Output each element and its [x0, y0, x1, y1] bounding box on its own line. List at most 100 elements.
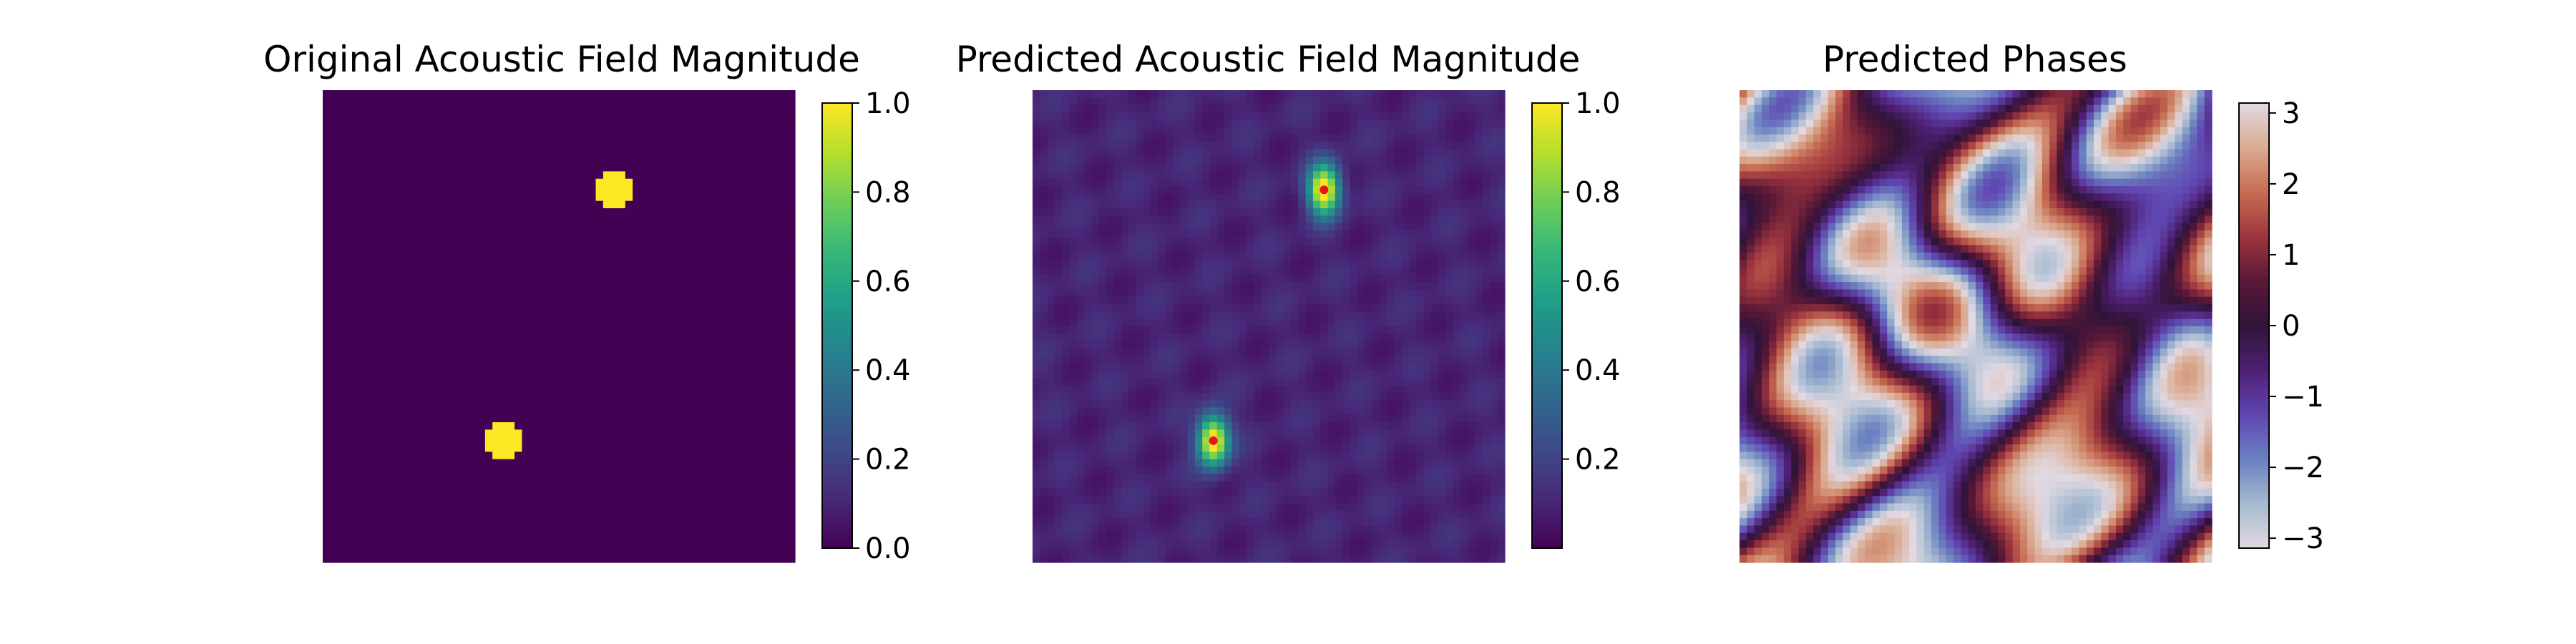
- heatmap-cell: [499, 193, 508, 202]
- heatmap-cell: [618, 525, 626, 534]
- heatmap-cell: [551, 90, 560, 98]
- heatmap-cell: [411, 104, 419, 113]
- heatmap-cell: [419, 436, 426, 445]
- heatmap-cell: [492, 370, 501, 379]
- heatmap-cell: [522, 488, 530, 497]
- heatmap-cell: [344, 127, 353, 135]
- heatmap-cell: [455, 341, 464, 349]
- heatmap-cell: [492, 274, 501, 283]
- heatmap-cell: [492, 223, 501, 231]
- heatmap-cell: [366, 436, 375, 445]
- heatmap-cell: [684, 223, 693, 231]
- heatmap-cell: [602, 97, 611, 106]
- heatmap-cell: [602, 422, 611, 430]
- heatmap-cell: [1490, 127, 1498, 135]
- heatmap-cell: [573, 488, 582, 497]
- heatmap-cell: [633, 127, 641, 135]
- heatmap-cell: [1216, 149, 1225, 157]
- heatmap-cell: [751, 260, 759, 268]
- heatmap-cell: [751, 333, 759, 342]
- heatmap-cell: [618, 104, 626, 113]
- heatmap-cell: [1136, 171, 1144, 180]
- colorbar-gradient-step: [822, 136, 852, 141]
- heatmap-cell: [441, 215, 449, 224]
- heatmap-cell: [640, 407, 648, 416]
- heatmap-cell: [426, 97, 434, 106]
- heatmap-cell: [588, 525, 597, 534]
- heatmap-cell: [389, 260, 397, 268]
- heatmap-cell: [559, 119, 567, 128]
- heatmap-cell: [1113, 164, 1122, 172]
- heatmap-cell: [499, 555, 508, 563]
- heatmap-cell: [743, 282, 751, 291]
- colorbar-gradient-step: [822, 214, 852, 219]
- colorbar-gradient-step: [822, 207, 852, 211]
- heatmap-cell: [477, 104, 486, 113]
- heatmap-cell: [433, 318, 441, 327]
- heatmap-cell: [1136, 142, 1144, 150]
- heatmap-cell: [610, 466, 619, 474]
- heatmap-cell: [1290, 164, 1299, 172]
- heatmap-cell: [544, 414, 552, 423]
- heatmap-cell: [728, 274, 737, 283]
- heatmap-cell: [588, 392, 597, 401]
- heatmap-cell: [602, 90, 611, 98]
- heatmap-cell: [477, 414, 486, 423]
- heatmap-cell: [537, 474, 545, 482]
- heatmap-cell: [448, 186, 457, 194]
- heatmap-cell: [477, 407, 486, 416]
- heatmap-cell: [1254, 142, 1262, 150]
- heatmap-cell: [514, 532, 523, 541]
- heatmap-cell: [758, 459, 766, 467]
- heatmap-cell: [1350, 156, 1358, 165]
- heatmap-cell: [595, 267, 604, 275]
- heatmap-cell: [610, 452, 619, 460]
- heatmap-cell: [323, 356, 331, 364]
- heatmap-cell: [677, 363, 685, 371]
- heatmap-cell: [455, 260, 464, 268]
- heatmap-cell: [419, 112, 426, 120]
- heatmap-cell: [448, 245, 457, 253]
- heatmap-cell: [721, 238, 729, 246]
- heatmap-cell: [470, 230, 479, 238]
- heatmap-cell: [433, 112, 441, 120]
- heatmap-cell: [1497, 164, 1506, 172]
- heatmap-cell: [559, 200, 567, 209]
- heatmap-cell: [655, 459, 663, 467]
- heatmap-cell: [684, 555, 693, 563]
- heatmap-cell: [374, 311, 383, 320]
- heatmap-cell: [484, 422, 493, 430]
- heatmap-cell: [337, 356, 346, 364]
- heatmap-cell: [477, 348, 486, 356]
- colorbar-gradient-step: [822, 251, 852, 256]
- heatmap-cell: [352, 525, 361, 534]
- heatmap-cell: [411, 532, 419, 541]
- heatmap-cell: [743, 178, 751, 187]
- heatmap-cell: [499, 466, 508, 474]
- heatmap-cell: [780, 193, 789, 202]
- heatmap-cell: [337, 200, 346, 209]
- heatmap-cell: [647, 289, 655, 298]
- heatmap-cell: [337, 348, 346, 356]
- heatmap-cell: [366, 282, 375, 291]
- heatmap-cell: [677, 333, 685, 342]
- heatmap-cell: [677, 503, 685, 512]
- heatmap-cell: [1062, 112, 1070, 120]
- heatmap-cell: [529, 444, 537, 452]
- heatmap-cell: [337, 414, 346, 423]
- heatmap-cell: [691, 547, 700, 556]
- heatmap-cell: [610, 142, 619, 150]
- heatmap-cell: [389, 134, 397, 142]
- heatmap-cell: [381, 156, 390, 165]
- colorbar-tick-label: 0.2: [865, 444, 911, 477]
- heatmap-cell: [706, 149, 715, 157]
- heatmap-cell: [381, 348, 390, 356]
- heatmap-cell: [787, 97, 796, 106]
- heatmap-cell: [484, 90, 493, 98]
- heatmap-cell: [1298, 97, 1307, 106]
- heatmap-cell: [419, 90, 426, 98]
- colorbar-gradient-step: [822, 348, 852, 352]
- heatmap-cell: [366, 385, 375, 394]
- heatmap-cell: [419, 326, 426, 334]
- heatmap-cell: [352, 296, 361, 305]
